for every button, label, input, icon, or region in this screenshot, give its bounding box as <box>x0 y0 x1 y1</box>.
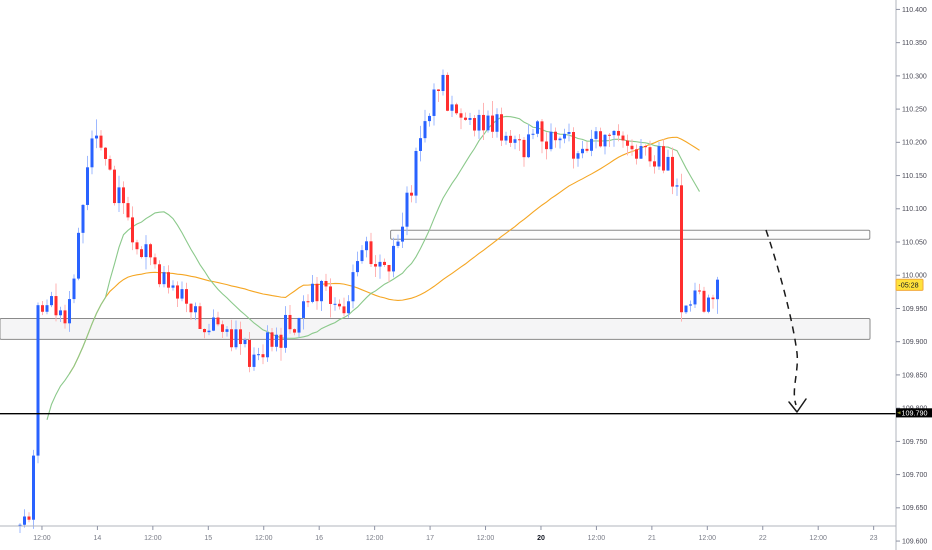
svg-text:110.150: 110.150 <box>902 173 927 180</box>
svg-text:16: 16 <box>315 535 323 542</box>
svg-text:110.050: 110.050 <box>902 239 927 246</box>
svg-text:12:00: 12:00 <box>477 535 495 542</box>
svg-text:110.100: 110.100 <box>902 206 927 213</box>
svg-text:109.600: 109.600 <box>902 538 927 545</box>
svg-text:22: 22 <box>759 535 767 542</box>
svg-text:110.400: 110.400 <box>902 7 927 14</box>
svg-text:109.700: 109.700 <box>902 472 927 479</box>
svg-text:109.650: 109.650 <box>902 505 927 512</box>
svg-text:12:00: 12:00 <box>33 535 51 542</box>
svg-text:12:00: 12:00 <box>366 535 384 542</box>
svg-text:109.790: 109.790 <box>902 408 928 417</box>
svg-text:12:00: 12:00 <box>699 535 717 542</box>
svg-text:109.850: 109.850 <box>902 372 927 379</box>
svg-text:23: 23 <box>870 535 878 542</box>
svg-text:109.900: 109.900 <box>902 339 927 346</box>
svg-text:109.750: 109.750 <box>902 439 927 446</box>
svg-text:21: 21 <box>648 535 656 542</box>
svg-text:20: 20 <box>537 535 545 542</box>
svg-text:17: 17 <box>426 535 434 542</box>
svg-text:15: 15 <box>204 535 212 542</box>
svg-text:-05:28: -05:28 <box>898 280 918 289</box>
svg-text:110.250: 110.250 <box>902 107 927 114</box>
svg-text:110.300: 110.300 <box>902 73 927 80</box>
svg-text:12:00: 12:00 <box>255 535 273 542</box>
svg-text:12:00: 12:00 <box>144 535 162 542</box>
svg-text:110.200: 110.200 <box>902 140 927 147</box>
svg-text:14: 14 <box>94 535 102 542</box>
svg-text:12:00: 12:00 <box>809 535 827 542</box>
svg-text:110.000: 110.000 <box>902 273 927 280</box>
svg-text:109.950: 109.950 <box>902 306 927 313</box>
svg-text:12:00: 12:00 <box>588 535 606 542</box>
svg-text:110.350: 110.350 <box>902 40 927 47</box>
